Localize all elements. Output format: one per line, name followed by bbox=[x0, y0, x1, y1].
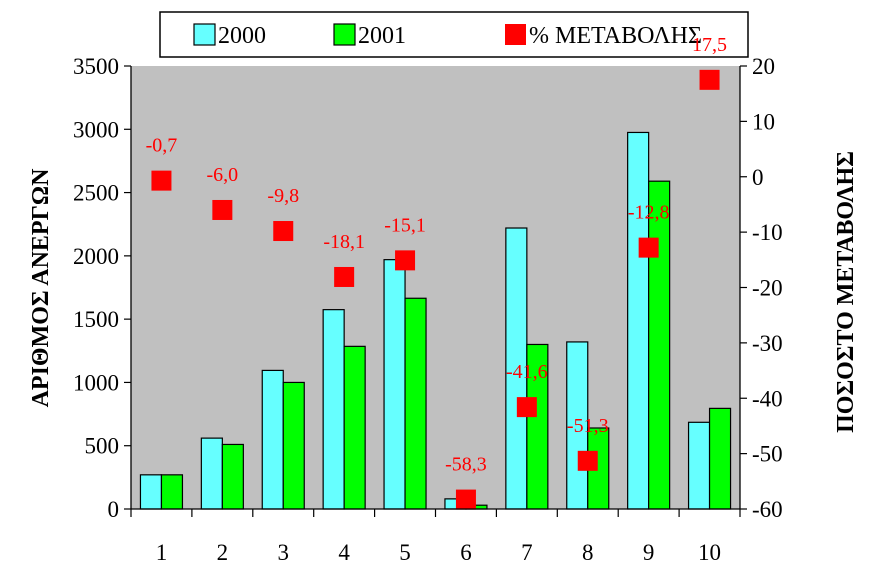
percent-marker-1 bbox=[151, 170, 172, 191]
x-tick-label: 2 bbox=[217, 540, 229, 565]
y-tick-label: 1000 bbox=[73, 370, 119, 395]
bar-2001-4 bbox=[343, 345, 366, 510]
data-label-9: -12,8 bbox=[628, 202, 670, 224]
percent-markers: -0,7 -6,0 -9,8 -18,1 -15,1 -58,3 -41,6 -51,3 -12… bbox=[146, 34, 727, 510]
percent-marker-3 bbox=[273, 221, 294, 242]
x-tick-label: 8 bbox=[582, 540, 594, 565]
percent-marker-6 bbox=[455, 489, 476, 510]
percent-marker-2 bbox=[212, 199, 233, 220]
percent-marker-9 bbox=[638, 237, 659, 258]
data-label-4: -18,1 bbox=[323, 231, 365, 253]
percent-marker-7 bbox=[516, 397, 537, 418]
y2-axis-title: ΠΟΣΟΣΤΟ ΜΕΤΑΒΟΛΗΣ bbox=[833, 151, 859, 433]
bar-2001-1 bbox=[160, 474, 184, 510]
bar-2000-5 bbox=[383, 259, 406, 510]
y-tick-label: 500 bbox=[85, 434, 120, 459]
legend-label-1: 2001 bbox=[358, 23, 406, 49]
y2-tick-label: -50 bbox=[752, 442, 783, 467]
percent-marker-8 bbox=[577, 450, 598, 471]
bar-2001-9 bbox=[648, 180, 671, 510]
legend-swatch-2001 bbox=[333, 23, 356, 46]
y2-tick-label: -30 bbox=[752, 331, 783, 356]
bar-2001-10 bbox=[708, 407, 732, 510]
bar-2000-3 bbox=[261, 369, 284, 510]
bar-2001-3 bbox=[282, 381, 305, 510]
y2-tick-label: -60 bbox=[752, 497, 783, 522]
bar-2001-2 bbox=[221, 443, 244, 510]
bar-2000-1 bbox=[139, 474, 163, 510]
x-tick-label: 10 bbox=[698, 540, 721, 565]
legend-label-2: % ΜΕΤΑΒΟΛΗΣ bbox=[529, 23, 702, 49]
bar-2000-2 bbox=[200, 437, 223, 510]
data-label-1: -0,7 bbox=[146, 135, 178, 157]
x-tick-label: 3 bbox=[278, 540, 290, 565]
data-label-6: -58,3 bbox=[445, 454, 487, 476]
y-axis-title: ΑΡΙΘΜΟΣ ΑΝΕΡΓΩΝ bbox=[28, 168, 54, 408]
x-tick-label: 7 bbox=[521, 540, 533, 565]
legend-swatch-percent bbox=[505, 24, 526, 45]
y-tick-label: 1500 bbox=[73, 307, 119, 332]
bar-2001-5 bbox=[404, 297, 427, 510]
percent-marker-4 bbox=[334, 266, 355, 287]
bars bbox=[139, 131, 732, 510]
y2-tick-label: 0 bbox=[752, 165, 764, 190]
y2-tick-label: 20 bbox=[752, 54, 775, 79]
axis-titles: ΑΡΙΘΜΟΣ ΑΝΕΡΓΩΝ ΠΟΣΟΣΤΟ ΜΕΤΑΒΟΛΗΣ bbox=[28, 151, 859, 433]
x-tick-label: 4 bbox=[338, 540, 350, 565]
percent-marker-5 bbox=[395, 250, 416, 271]
legend-label-0: 2000 bbox=[218, 23, 266, 49]
data-label-8: -51,3 bbox=[567, 415, 609, 437]
x-tick-label: 6 bbox=[460, 540, 472, 565]
x-tick-label: 1 bbox=[156, 540, 168, 565]
y2-tick-label: 10 bbox=[752, 109, 775, 134]
percent-marker-10 bbox=[699, 69, 720, 90]
data-label-10: 17,5 bbox=[692, 34, 727, 56]
y-tick-label: 0 bbox=[108, 497, 120, 522]
y2-tick-label: -20 bbox=[752, 276, 783, 301]
y-tick-label: 3500 bbox=[73, 54, 119, 79]
data-label-3: -9,8 bbox=[267, 185, 299, 207]
bar-2000-9 bbox=[627, 131, 650, 510]
x-tick-label: 5 bbox=[399, 540, 411, 565]
bar-2000-4 bbox=[322, 309, 345, 510]
x-tick-label: 9 bbox=[643, 540, 655, 565]
y-tick-label: 2000 bbox=[73, 244, 119, 269]
legend-swatch-2000 bbox=[193, 23, 216, 46]
data-label-2: -6,0 bbox=[207, 164, 239, 186]
y-tick-label: 2500 bbox=[73, 181, 119, 206]
data-label-5: -15,1 bbox=[384, 214, 426, 236]
legend-box bbox=[159, 11, 749, 58]
legend: 2000 2001 % ΜΕΤΑΒΟΛΗΣ bbox=[159, 11, 749, 58]
data-label-7: -41,6 bbox=[506, 361, 548, 383]
y2-tick-label: -40 bbox=[752, 386, 783, 411]
axes: 0 500 1000 1500 2000 2500 3000 3500 -60 -50 -40 -30… bbox=[73, 54, 783, 565]
y2-tick-label: -10 bbox=[752, 220, 783, 245]
bar-2000-10 bbox=[687, 421, 711, 510]
y-tick-label: 3000 bbox=[73, 117, 119, 142]
